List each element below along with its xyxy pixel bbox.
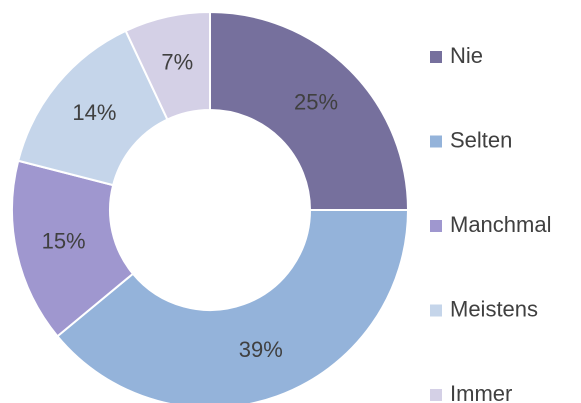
legend-label: Immer: [450, 381, 512, 403]
legend-label: Manchmal: [450, 212, 551, 237]
data-label: 25%: [294, 90, 338, 115]
legend-swatch: [430, 51, 442, 63]
legend-swatch: [430, 304, 442, 317]
legend-swatch: [430, 389, 442, 401]
data-label: 15%: [42, 229, 86, 254]
data-label: 7%: [161, 49, 193, 74]
donut-slice: [124, 10, 211, 121]
legend-swatch: [430, 220, 442, 232]
data-label: 14%: [72, 100, 116, 125]
legend-label: Nie: [450, 43, 483, 68]
data-label: 39%: [239, 337, 283, 362]
legend-label: Selten: [450, 127, 512, 152]
donut-slice: [209, 10, 410, 211]
legend-swatch: [430, 135, 442, 148]
legend-label: Meistens: [450, 296, 538, 321]
donut-slice: [56, 209, 410, 403]
